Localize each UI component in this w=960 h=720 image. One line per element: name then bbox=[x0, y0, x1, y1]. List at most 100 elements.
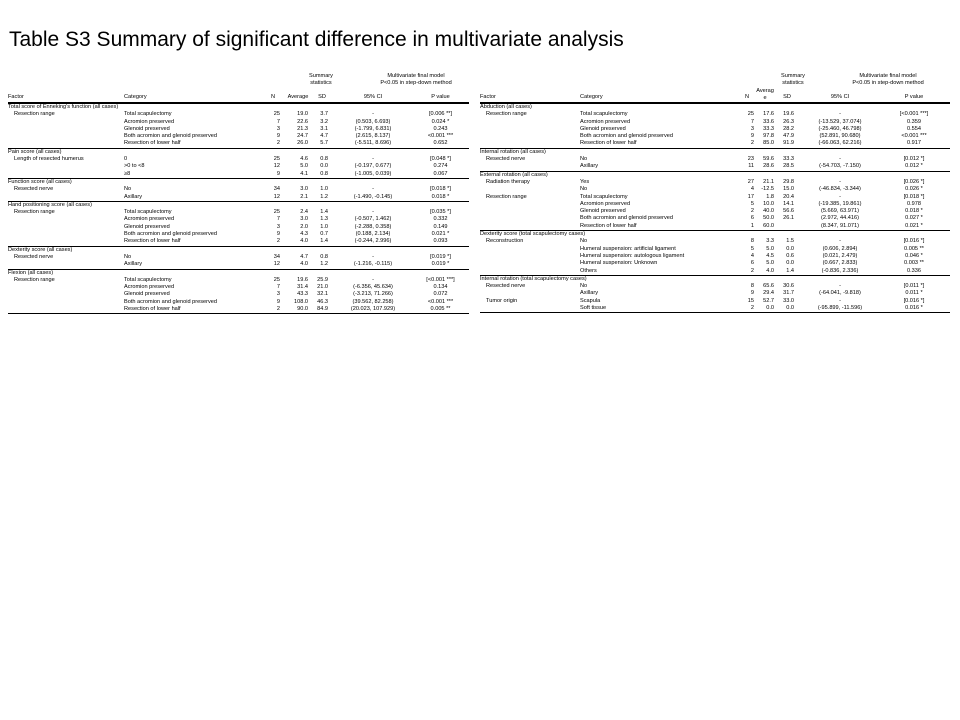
p-value-cell: 0.093 bbox=[433, 238, 448, 245]
table-row: Both acromion and glenoid preserved 9 97.8… bbox=[480, 133, 950, 140]
sd-cell: 29.8 bbox=[783, 178, 794, 185]
average-cell: 24.7 bbox=[297, 133, 308, 140]
n-cell: 2 bbox=[750, 208, 754, 215]
n-cell: 2 bbox=[276, 306, 280, 313]
average-cell: 10.0 bbox=[763, 200, 774, 207]
p-value-cell: [0.012 *] bbox=[903, 156, 925, 163]
average-cell: 19.6 bbox=[297, 276, 308, 283]
average-cell: 26.0 bbox=[297, 140, 308, 147]
ci-cell: (-19.385, 19.861) bbox=[818, 200, 862, 207]
sd-cell: 1.3 bbox=[320, 216, 328, 223]
ci-cell: - bbox=[839, 238, 841, 245]
sd-cell: 26.1 bbox=[783, 215, 794, 222]
category-cell: Total scapulectomy bbox=[580, 193, 628, 200]
n-cell: 4 bbox=[750, 252, 754, 259]
sd-cell: 1.4 bbox=[320, 209, 328, 216]
p-value-cell: 0.024 * bbox=[431, 118, 450, 125]
left-table-header: Summary statistics Multivariate final mo… bbox=[8, 72, 469, 103]
ci-cell: (2.972, 44.416) bbox=[821, 215, 859, 222]
ci-cell: (-54.703, -7.150) bbox=[819, 163, 861, 170]
average-cell: 90.0 bbox=[297, 306, 308, 313]
average-cell: 4.3 bbox=[300, 231, 308, 238]
table-row: Resection of lower half 2 4.0 1.4 (-0.244, 2… bbox=[8, 238, 469, 245]
section-title: Internal rotation (total scapulectomy ca… bbox=[480, 275, 587, 282]
table-row: Reconstruction No 8 3.3 1.5 - [0.016 *] bbox=[480, 238, 950, 245]
p-value-cell: [0.026 *] bbox=[903, 178, 925, 185]
category-cell: Acromion preserved bbox=[580, 118, 631, 125]
p-value-cell: [0.011 *] bbox=[903, 283, 925, 290]
p-value-cell: [0.018 *] bbox=[903, 193, 925, 200]
n-cell: 27 bbox=[747, 178, 754, 185]
section-header-row: Dexterity score (all cases) bbox=[8, 245, 469, 254]
table-row: Both acromion and glenoid preserved 9 4.3 0… bbox=[8, 231, 469, 238]
table-row: Resected nerve No 34 3.0 1.0 - [0.018 *] bbox=[8, 186, 469, 193]
ci-heading: 95% CI bbox=[363, 94, 383, 100]
ci-cell: (-66.063, 62.216) bbox=[818, 140, 862, 147]
ci-cell: (0.188, 2.134) bbox=[355, 231, 391, 238]
average-cell: 19.0 bbox=[297, 111, 308, 118]
sd-cell: 3.7 bbox=[320, 111, 328, 118]
n-cell: 3 bbox=[276, 291, 280, 298]
p-value-cell: <0.001 *** bbox=[427, 133, 454, 140]
ci-cell: (2.615, 8.137) bbox=[355, 133, 391, 140]
p-value-cell: 0.336 bbox=[907, 267, 921, 274]
n-cell: 9 bbox=[276, 170, 280, 177]
table-row: Axillary 12 2.1 1.2 (-1.490, -0.145) 0.018 * bbox=[8, 194, 469, 201]
sd-cell: 25.9 bbox=[317, 276, 328, 283]
sd-cell: 0.0 bbox=[786, 305, 794, 312]
average-heading: Averag e bbox=[756, 88, 774, 101]
sd-cell: 0.0 bbox=[320, 163, 328, 170]
n-cell: 17 bbox=[747, 193, 754, 200]
table-row: Acromion preserved 7 3.0 1.3 (-0.507, 1.462)… bbox=[8, 216, 469, 223]
ci-cell: (-25.460, 46.798) bbox=[818, 125, 862, 132]
sd-cell: 0.8 bbox=[320, 156, 328, 163]
section-header-row: Hand positioning score (all cases) bbox=[8, 200, 469, 209]
sd-heading: SD bbox=[318, 94, 326, 100]
table-row: No 4 -12.5 15.0 (-46.834, -3.344) 0.026 * bbox=[480, 186, 950, 193]
factor-cell: Resected nerve bbox=[486, 283, 526, 290]
table-row: Resection of lower half 2 26.0 5.7 (-5.511, … bbox=[8, 140, 469, 147]
sd-cell: 1.4 bbox=[320, 238, 328, 245]
ci-cell: (-95.899, -11.596) bbox=[817, 305, 863, 312]
average-cell: 31.4 bbox=[297, 284, 308, 291]
p-value-cell: 0.978 bbox=[907, 200, 921, 207]
p-value-cell: 0.652 bbox=[433, 140, 448, 147]
sd-cell: 84.9 bbox=[317, 306, 328, 313]
table-row: Resected nerve No 8 65.6 30.6 - [0.011 *] bbox=[480, 283, 950, 290]
average-cell: 2.0 bbox=[300, 223, 308, 230]
average-cell: 3.0 bbox=[300, 216, 308, 223]
ci-cell: (0.021, 2.479) bbox=[822, 252, 858, 259]
table-row: Acromion preserved 7 31.4 21.0 (-6.356, 45.6… bbox=[8, 284, 469, 291]
table-row: Resected nerve No 34 4.7 0.8 - [0.019 *] bbox=[8, 254, 469, 261]
section-title: Dexterity score (all cases) bbox=[8, 246, 73, 253]
category-cell: ≥8 bbox=[124, 170, 131, 177]
section-title: Abduction (all cases) bbox=[480, 104, 532, 110]
section-header-row: Flexion (all cases) bbox=[8, 268, 469, 277]
n-cell: 12 bbox=[273, 163, 280, 170]
table-row: Axillary 11 28.6 28.5 (-54.703, -7.150) 0.012… bbox=[480, 163, 950, 170]
average-cell: 4.7 bbox=[300, 253, 308, 260]
sd-cell: 26.3 bbox=[783, 118, 794, 125]
p-value-cell: [0.048 *] bbox=[430, 156, 451, 163]
table-row: Glenoid preserved 3 2.0 1.0 (-2.288, 0.358) 0… bbox=[8, 224, 469, 231]
n-cell: 3 bbox=[276, 223, 280, 230]
sd-cell: 33.0 bbox=[783, 297, 794, 304]
p-value-cell: [0.016 *] bbox=[903, 297, 925, 304]
table-row: Acromion preserved 7 33.6 26.3 (-13.529, 37.… bbox=[480, 119, 950, 126]
p-value-cell: 0.011 * bbox=[905, 290, 923, 297]
sd-cell: 1.2 bbox=[320, 193, 328, 200]
category-cell: Axillary bbox=[580, 163, 599, 170]
p-value-cell: 0.359 bbox=[907, 118, 921, 125]
ci-cell: (-1.005, 0.039) bbox=[354, 170, 392, 177]
category-cell: Humeral suspension: autologous ligament bbox=[580, 252, 685, 259]
average-cell: 108.0 bbox=[294, 298, 308, 305]
category-cell: Axillary bbox=[124, 193, 143, 200]
sd-heading: SD bbox=[783, 94, 791, 100]
category-cell: Acromion preserved bbox=[580, 200, 631, 207]
table-row: Resection range Total scapulectomy 25 19.0 3… bbox=[8, 111, 469, 118]
average-cell: 4.0 bbox=[300, 261, 308, 268]
average-cell: 0.0 bbox=[766, 305, 774, 312]
n-cell: 5 bbox=[750, 200, 754, 207]
category-cell: Acromion preserved bbox=[124, 118, 175, 125]
section-title: Pain score (all cases) bbox=[8, 148, 62, 155]
